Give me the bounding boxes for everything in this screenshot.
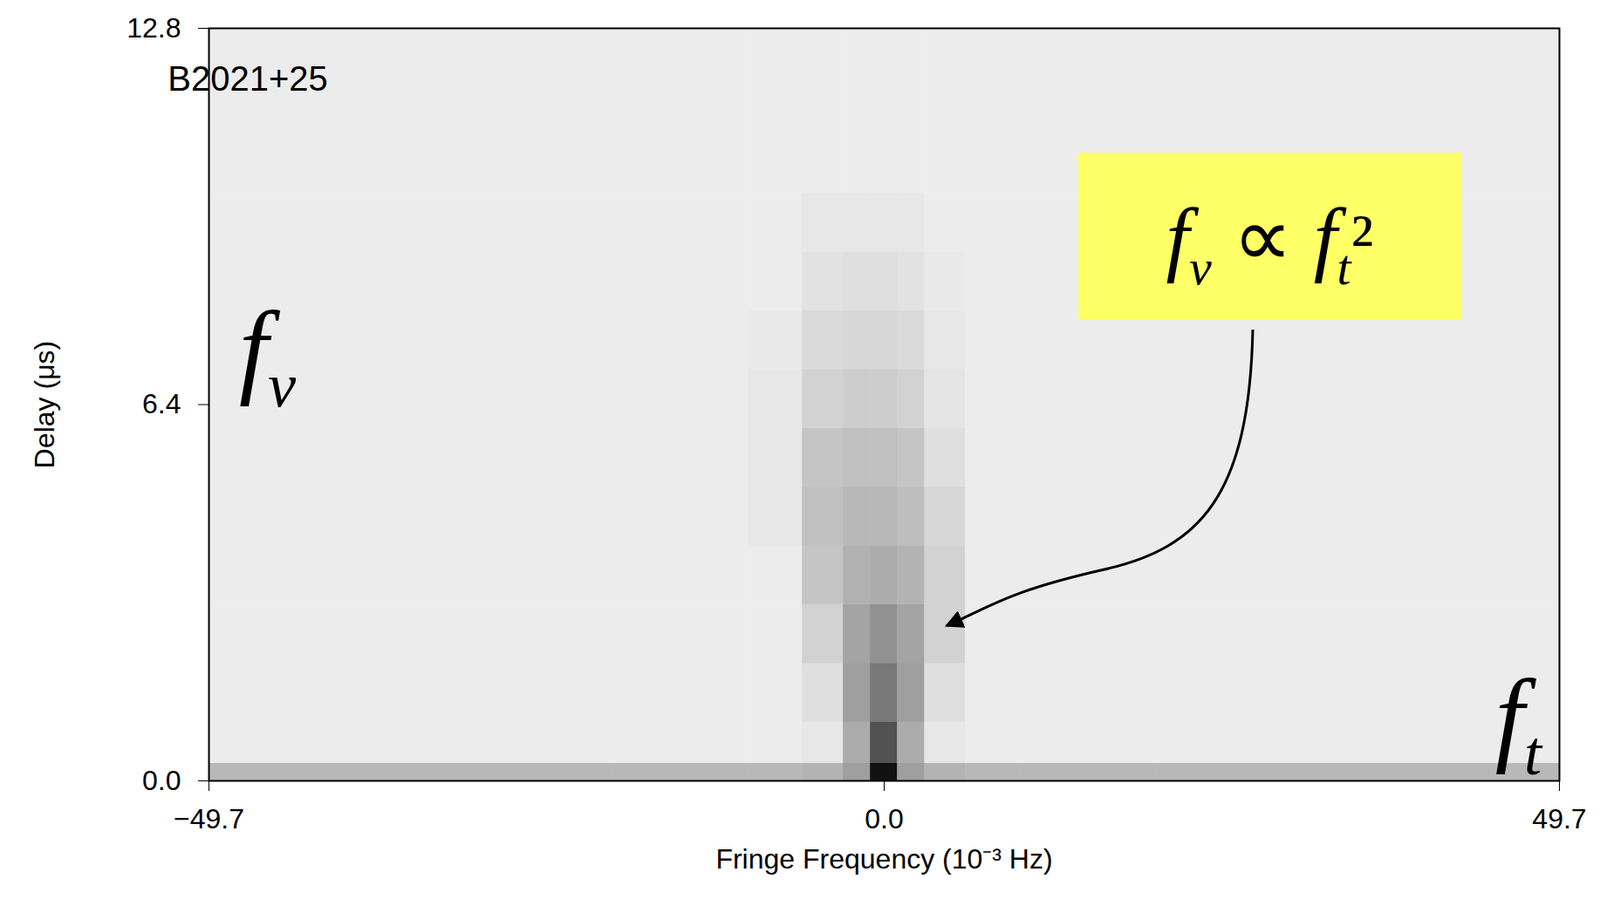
svg-text:6.4: 6.4 — [142, 388, 181, 420]
svg-text:12.8: 12.8 — [126, 12, 181, 44]
svg-text:−49.7: −49.7 — [173, 803, 245, 835]
svg-text:Fringe Frequency (10⁻³ Hz): Fringe Frequency (10⁻³ Hz) — [715, 843, 1053, 876]
svg-text:ft: ft — [1495, 658, 1544, 789]
svg-text:Delay (μs): Delay (μs) — [28, 341, 61, 469]
svg-text:49.7: 49.7 — [1531, 803, 1587, 835]
svg-text:fν ∝ ft²: fν ∝ ft² — [1166, 191, 1375, 295]
svg-text:fν: fν — [239, 290, 296, 421]
svg-text:0.0: 0.0 — [864, 803, 903, 835]
svg-text:B2021+25: B2021+25 — [167, 59, 329, 98]
svg-text:0.0: 0.0 — [142, 765, 181, 797]
